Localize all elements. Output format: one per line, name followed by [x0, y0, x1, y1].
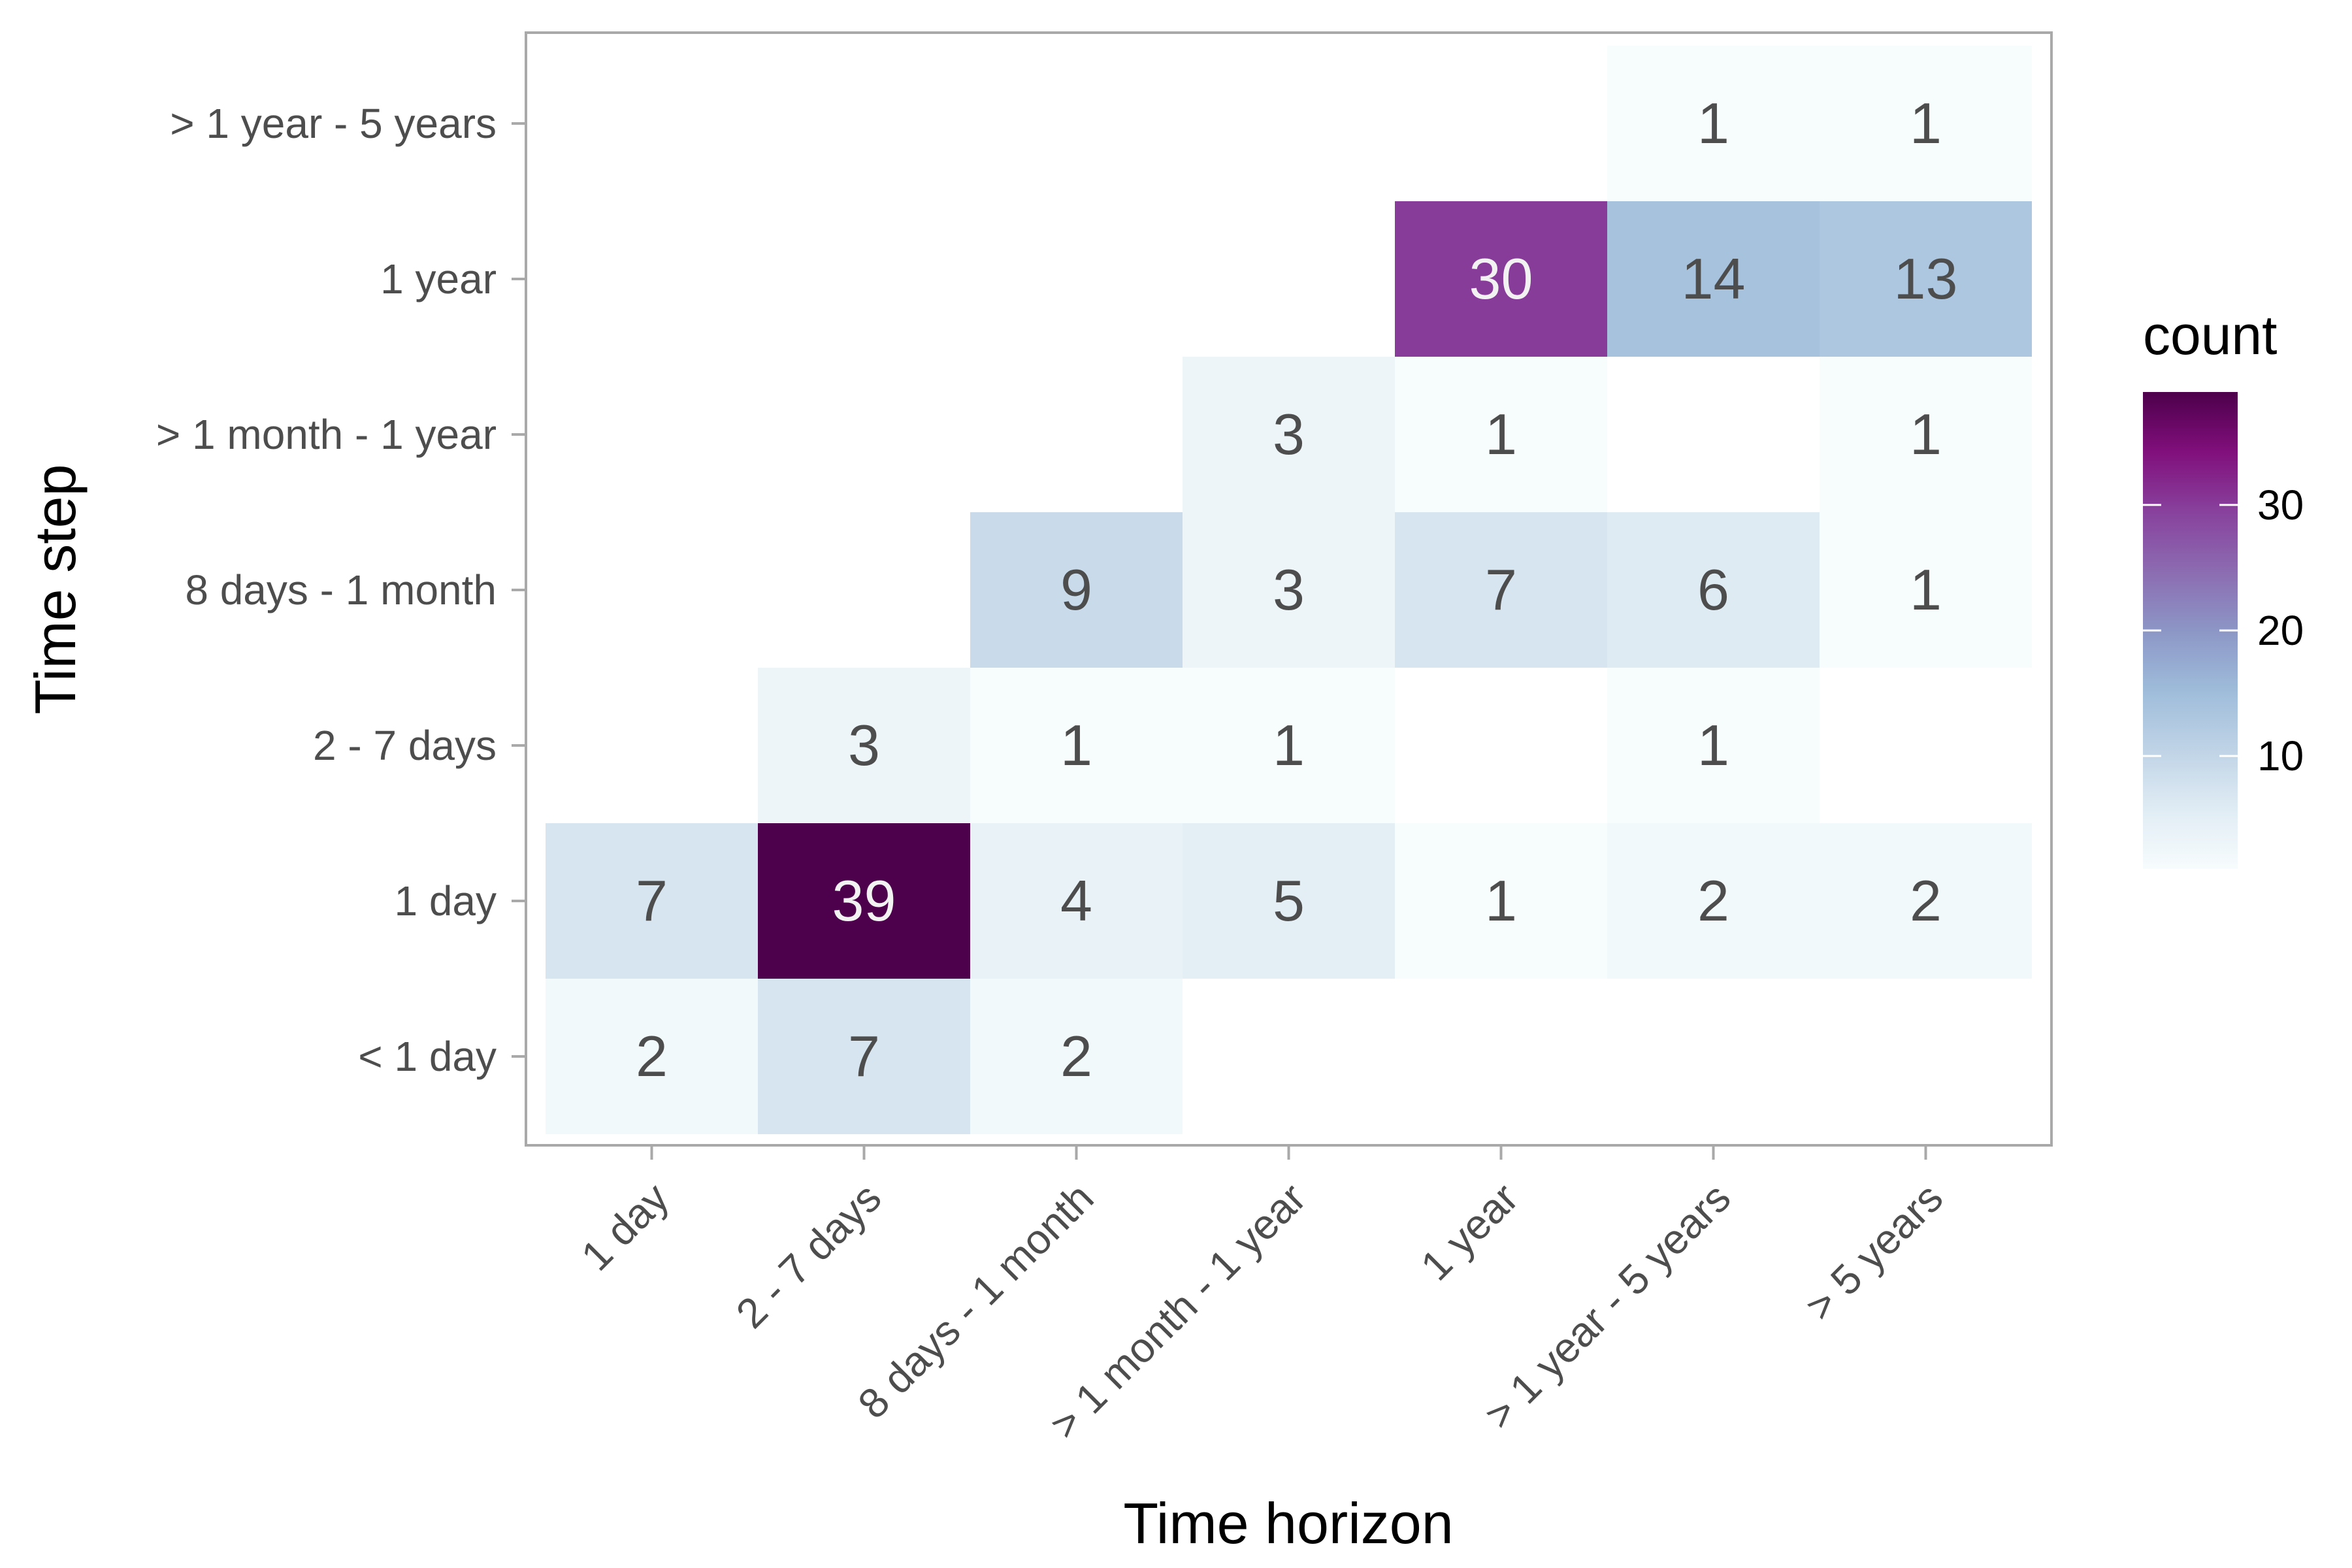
color-legend: count 10 20 30 [2143, 304, 2304, 869]
cell-value-label: 30 [1469, 246, 1533, 311]
heatmap-cell [1395, 823, 1607, 979]
cell-value-label: 2 [1060, 1024, 1092, 1088]
heatmap-cell [1607, 46, 1820, 201]
heatmap-cell [1395, 357, 1607, 512]
heatmap-cell [1607, 201, 1820, 357]
heatmap-cell [758, 823, 970, 979]
y-tick-label: 2 - 7 days [313, 722, 497, 769]
cell-value-label: 1 [1697, 91, 1729, 155]
cell-value-label: 7 [1485, 557, 1517, 622]
heatmap-cell [970, 668, 1183, 823]
cell-value-label: 1 [1273, 713, 1305, 777]
y-axis-title: Time step [23, 464, 88, 714]
cell-value-label: 5 [1273, 868, 1305, 933]
heatmap-cell [1607, 512, 1820, 668]
cell-value-label: 2 [636, 1024, 668, 1088]
heatmap-cell [1820, 823, 2032, 979]
heatmap-cell [1820, 201, 2032, 357]
cell-value-label: 3 [1273, 557, 1305, 622]
cell-value-label: 7 [848, 1024, 880, 1088]
heatmap-cells: 2 7 27 39 4 5 1 2 23 1 1 19 3 7 6 13 1 130 14 131 1 [546, 46, 2032, 1134]
y-axis: < 1 day 1 day 2 - 7 days 8 days - 1 month > … [156, 100, 526, 1080]
cell-value-label: 13 [1894, 246, 1958, 311]
heatmap-cell [1607, 668, 1820, 823]
heatmap-cell [758, 979, 970, 1134]
heatmap-cell [970, 512, 1183, 668]
x-axis-title: Time horizon [1123, 1491, 1453, 1556]
cell-value-label: 14 [1682, 246, 1746, 311]
cell-value-label: 1 [1910, 402, 1942, 466]
cell-value-label: 1 [1485, 402, 1517, 466]
heatmap-cell [1183, 357, 1395, 512]
cell-value-label: 9 [1060, 557, 1092, 622]
heatmap-cell [1820, 512, 2032, 668]
heatmap-cell [1183, 512, 1395, 668]
cell-value-label: 1 [1697, 713, 1729, 777]
heatmap-cell [1183, 823, 1395, 979]
cell-value-label: 7 [636, 868, 668, 933]
heatmap-cell [1820, 46, 2032, 201]
legend-title: count [2143, 304, 2278, 366]
heatmap-cell [1183, 668, 1395, 823]
cell-value-label: 2 [1910, 868, 1942, 933]
cell-value-label: 3 [1273, 402, 1305, 466]
cell-value-label: 1 [1485, 868, 1517, 933]
cell-value-label: 1 [1910, 91, 1942, 155]
heatmap-cell [1395, 512, 1607, 668]
heatmap-cell [758, 668, 970, 823]
cell-value-label: 4 [1060, 868, 1092, 933]
heatmap-cell [1607, 823, 1820, 979]
cell-value-label: 1 [1910, 557, 1942, 622]
y-tick-label: 1 day [394, 877, 497, 924]
legend-tick-label: 30 [2257, 482, 2304, 529]
y-tick-label: < 1 day [358, 1033, 497, 1080]
heatmap-cell [1395, 201, 1607, 357]
heatmap-cell [970, 823, 1183, 979]
heatmap-cell [546, 979, 758, 1134]
y-tick-label: 8 days - 1 month [185, 566, 497, 613]
y-tick-label: 1 year [380, 255, 497, 302]
cell-value-label: 1 [1060, 713, 1092, 777]
y-tick-label: > 1 month - 1 year [156, 411, 497, 458]
legend-tick-label: 10 [2257, 732, 2304, 779]
y-tick-label: > 1 year - 5 years [170, 100, 497, 147]
cell-value-label: 3 [848, 713, 880, 777]
legend-tick-label: 20 [2257, 607, 2304, 654]
heatmap-cell [1820, 357, 2032, 512]
heatmap-cell [970, 979, 1183, 1134]
cell-value-label: 39 [832, 868, 896, 933]
cell-value-label: 6 [1697, 557, 1729, 622]
cell-value-label: 2 [1697, 868, 1729, 933]
heatmap-cell [546, 823, 758, 979]
